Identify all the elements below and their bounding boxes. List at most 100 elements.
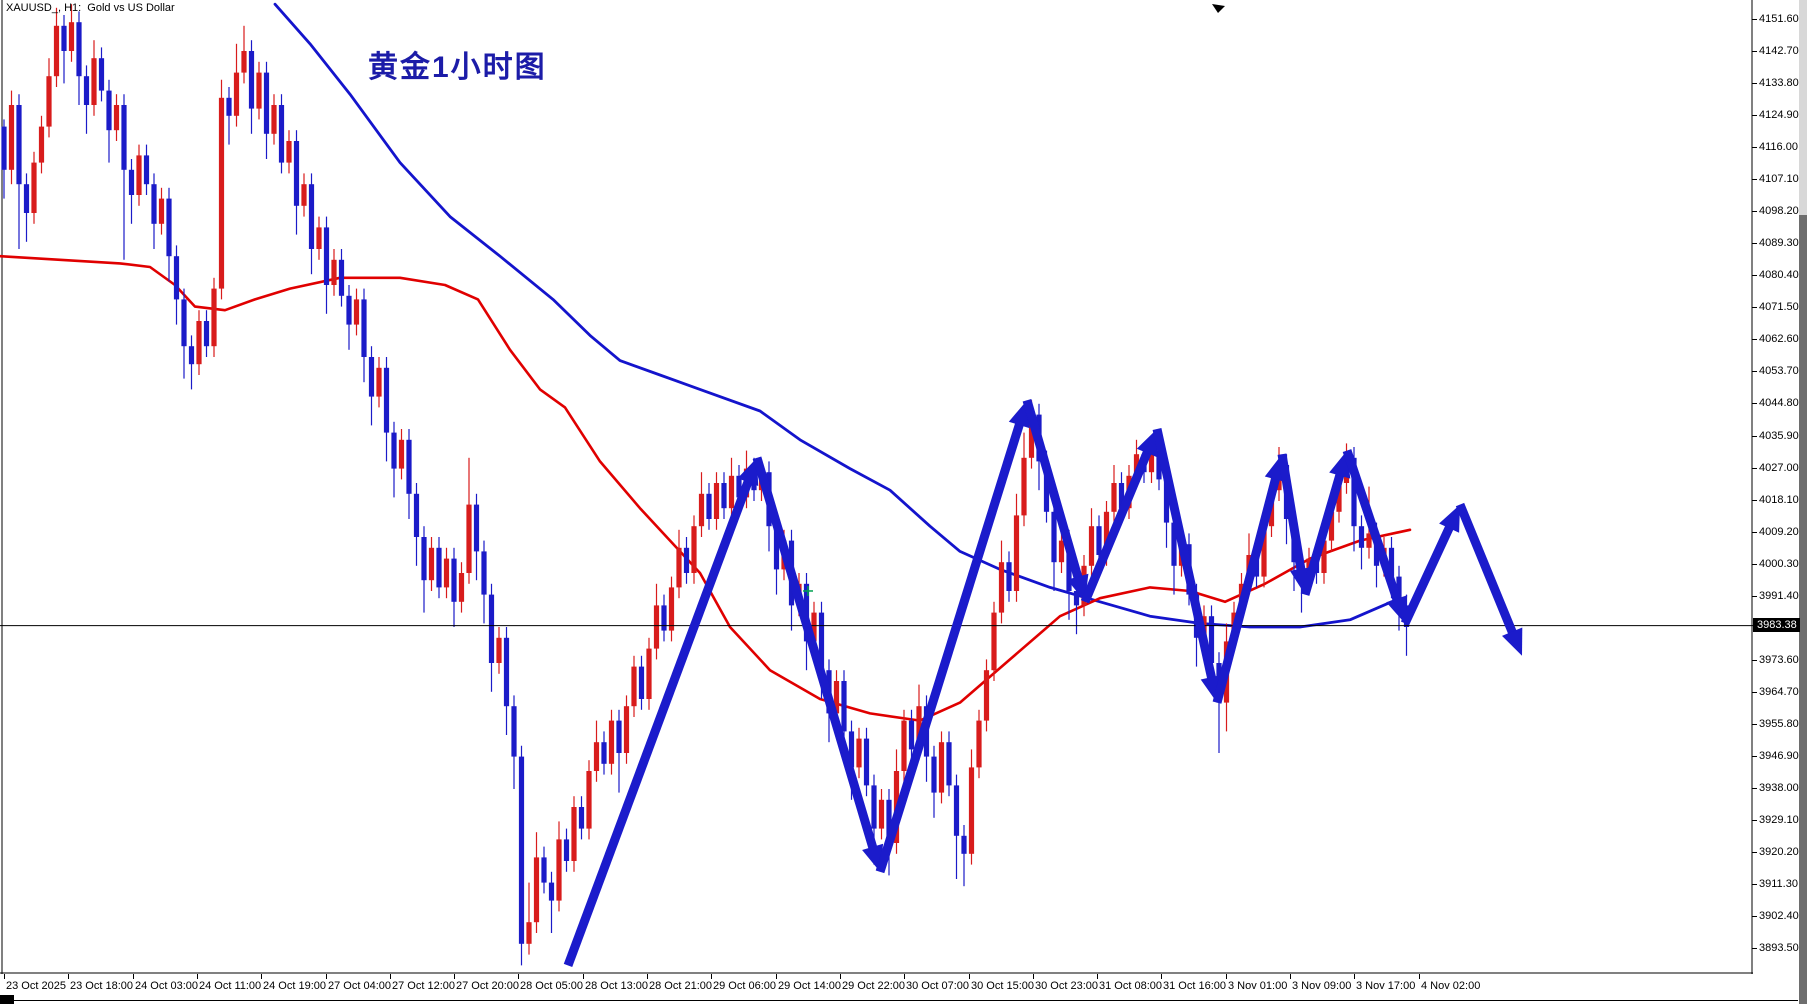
time-axis-label: 27 Oct 04:00 bbox=[326, 974, 391, 992]
price-axis-label: 4089.30 bbox=[1752, 237, 1799, 249]
zigzag-arrow-shaft[interactable] bbox=[1080, 445, 1154, 604]
zigzag-arrow-shaft[interactable] bbox=[1022, 398, 1084, 584]
candle-body bbox=[301, 184, 307, 206]
time-axis[interactable]: 23 Oct 2025 23 Oct 18:00 24 Oct 03:00 24 Oc… bbox=[0, 974, 1798, 1000]
candle-body bbox=[323, 227, 330, 285]
candle-body bbox=[1028, 414, 1035, 458]
candle-body bbox=[1043, 461, 1050, 512]
candle-body bbox=[1111, 483, 1117, 512]
candle-body bbox=[676, 547, 682, 588]
price-tick bbox=[1752, 788, 1757, 789]
time-tick bbox=[1290, 974, 1291, 979]
candle-body bbox=[1118, 483, 1125, 509]
candle-body bbox=[451, 558, 457, 602]
time-axis-label: 29 Oct 06:00 bbox=[711, 974, 776, 992]
candle-body bbox=[151, 184, 157, 224]
price-tick bbox=[1752, 500, 1757, 501]
window-bottom-border bbox=[0, 1000, 1798, 1001]
candle-body bbox=[856, 738, 862, 768]
zigzag-arrow-shaft[interactable] bbox=[875, 417, 1026, 874]
price-axis[interactable]: 3983.38 4151.60 4142.70 4133.80 4124.90 4116… bbox=[1752, 0, 1800, 974]
candle-body bbox=[23, 184, 30, 213]
zigzag-arrow-shaft[interactable] bbox=[1342, 449, 1403, 606]
candle-body bbox=[998, 562, 1005, 613]
candle-body bbox=[1058, 540, 1065, 563]
time-tick bbox=[261, 974, 262, 979]
zigzag-arrow-shaft[interactable] bbox=[1212, 472, 1282, 704]
price-axis-label: 4062.60 bbox=[1752, 333, 1799, 345]
candle-body bbox=[908, 720, 915, 750]
candle-body bbox=[473, 504, 480, 552]
zigzag-arrow-shaft[interactable] bbox=[1455, 502, 1519, 640]
time-tick bbox=[1226, 974, 1227, 979]
zigzag-arrowhead-icon[interactable] bbox=[1502, 627, 1523, 656]
price-tick bbox=[1752, 211, 1757, 212]
window-scrollbar[interactable] bbox=[1799, 0, 1807, 1004]
candle-body bbox=[1156, 450, 1162, 480]
candle-body bbox=[1, 126, 7, 170]
candle-body bbox=[143, 155, 150, 185]
candle-body bbox=[1013, 515, 1020, 591]
zigzag-arrow-shaft[interactable] bbox=[563, 474, 755, 967]
candle-body bbox=[548, 882, 555, 901]
chart-plot-area[interactable] bbox=[0, 0, 1753, 974]
candle-body bbox=[106, 90, 112, 131]
candlestick-chart[interactable] bbox=[0, 0, 1753, 974]
zigzag-arrowhead-icon[interactable] bbox=[737, 457, 759, 486]
candle-body bbox=[1148, 450, 1155, 473]
scrollbar-track[interactable] bbox=[1799, 0, 1807, 215]
candle-body bbox=[398, 439, 405, 469]
price-axis-label: 4035.90 bbox=[1752, 430, 1799, 442]
object-anchor-mark[interactable] bbox=[1212, 4, 1225, 13]
zigzag-arrow-shaft[interactable] bbox=[1400, 520, 1456, 626]
price-axis-label: 4107.10 bbox=[1752, 173, 1799, 185]
zigzag-arrowhead-icon[interactable] bbox=[1386, 595, 1408, 624]
candle-body bbox=[668, 587, 675, 631]
candle-body bbox=[308, 184, 315, 249]
slow-ma-line bbox=[273, 2, 1402, 629]
candle-body bbox=[533, 857, 540, 923]
zigzag-arrow-shaft[interactable] bbox=[752, 456, 879, 854]
candle-body bbox=[511, 706, 517, 757]
time-tick bbox=[518, 974, 519, 979]
fast-ma-line bbox=[0, 254, 1412, 722]
current-price-tag: 3983.38 bbox=[1753, 618, 1800, 632]
candle-body bbox=[248, 51, 255, 109]
time-tick bbox=[68, 974, 69, 979]
time-axis-label: 24 Oct 03:00 bbox=[133, 974, 198, 992]
scrollbar-thumb[interactable] bbox=[1799, 215, 1807, 1004]
price-axis-label: 4124.90 bbox=[1752, 109, 1799, 121]
candle-body bbox=[901, 720, 907, 771]
candle-body bbox=[713, 483, 720, 519]
time-axis-label: 31 Oct 16:00 bbox=[1161, 974, 1226, 992]
time-tick bbox=[1033, 974, 1034, 979]
price-tick bbox=[1752, 692, 1757, 693]
candle-body bbox=[556, 839, 562, 901]
candle-body bbox=[211, 288, 217, 347]
candle-body bbox=[376, 367, 382, 397]
price-tick bbox=[1752, 756, 1757, 757]
zigzag-arrow-shaft[interactable] bbox=[1152, 428, 1218, 684]
price-tick bbox=[1752, 852, 1757, 853]
candle-body bbox=[1133, 454, 1140, 476]
candle-body bbox=[271, 105, 277, 134]
candle-body bbox=[353, 299, 360, 325]
candle-body bbox=[226, 97, 232, 116]
zigzag-arrowhead-icon[interactable] bbox=[1136, 429, 1158, 458]
candle-body bbox=[98, 58, 105, 91]
candle-body bbox=[661, 605, 667, 631]
candle-body bbox=[1051, 511, 1057, 563]
price-axis-label: 4009.20 bbox=[1752, 526, 1799, 538]
time-axis-label: 3 Nov 09:00 bbox=[1290, 974, 1351, 992]
price-tick bbox=[1752, 660, 1757, 661]
time-axis-label: 27 Oct 20:00 bbox=[454, 974, 519, 992]
price-axis-label: 4142.70 bbox=[1752, 45, 1799, 57]
zigzag-arrow-shaft[interactable] bbox=[1300, 468, 1346, 596]
time-axis-label: 23 Oct 18:00 bbox=[68, 974, 133, 992]
time-axis-label: 28 Oct 21:00 bbox=[647, 974, 712, 992]
candle-body bbox=[886, 799, 892, 843]
zigzag-arrow-shaft[interactable] bbox=[1277, 453, 1307, 576]
candle-body bbox=[488, 594, 495, 663]
candle-body bbox=[1021, 457, 1027, 516]
zigzag-arrowhead-icon[interactable] bbox=[1439, 504, 1460, 533]
